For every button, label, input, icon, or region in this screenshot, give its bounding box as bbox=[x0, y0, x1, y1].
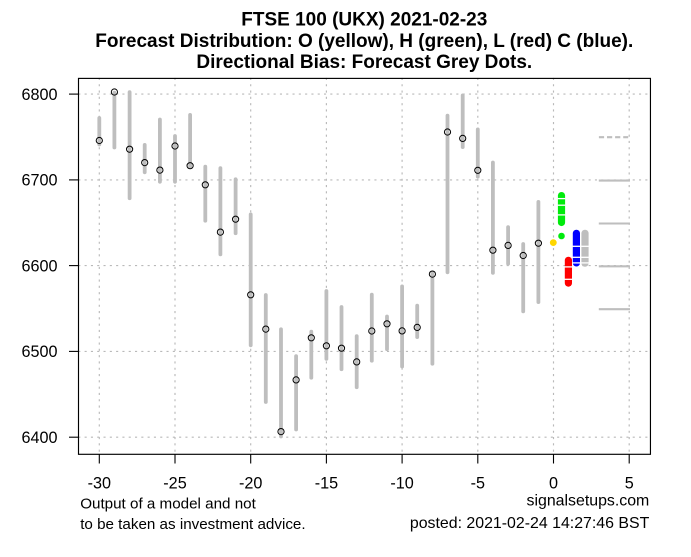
svg-text:-20: -20 bbox=[239, 475, 262, 493]
svg-text:5: 5 bbox=[625, 475, 634, 493]
svg-text:FTSE 100 (UKX) 2021-02-23: FTSE 100 (UKX) 2021-02-23 bbox=[241, 10, 487, 31]
svg-text:-5: -5 bbox=[471, 475, 485, 493]
svg-text:6400: 6400 bbox=[21, 429, 57, 447]
svg-text:Forecast Distribution: O (yell: Forecast Distribution: O (yellow), H (gr… bbox=[95, 31, 633, 52]
svg-text:6600: 6600 bbox=[21, 257, 57, 275]
svg-text:-30: -30 bbox=[88, 475, 111, 493]
svg-text:0: 0 bbox=[549, 475, 558, 493]
svg-text:6800: 6800 bbox=[21, 86, 57, 104]
svg-text:Directional Bias: Forecast Gre: Directional Bias: Forecast Grey Dots. bbox=[196, 52, 532, 73]
svg-text:-10: -10 bbox=[390, 475, 413, 493]
svg-text:-25: -25 bbox=[163, 475, 186, 493]
svg-text:Output of a model and not: Output of a model and not bbox=[80, 495, 256, 512]
svg-text:signalsetups.com: signalsetups.com bbox=[527, 493, 650, 510]
svg-text:posted: 2021-02-24 14:27:46 BS: posted: 2021-02-24 14:27:46 BST bbox=[410, 515, 650, 532]
svg-text:-15: -15 bbox=[315, 475, 338, 493]
svg-text:to be taken as investment advi: to be taken as investment advice. bbox=[80, 516, 305, 533]
svg-text:6700: 6700 bbox=[21, 172, 57, 190]
svg-text:6500: 6500 bbox=[21, 343, 57, 361]
